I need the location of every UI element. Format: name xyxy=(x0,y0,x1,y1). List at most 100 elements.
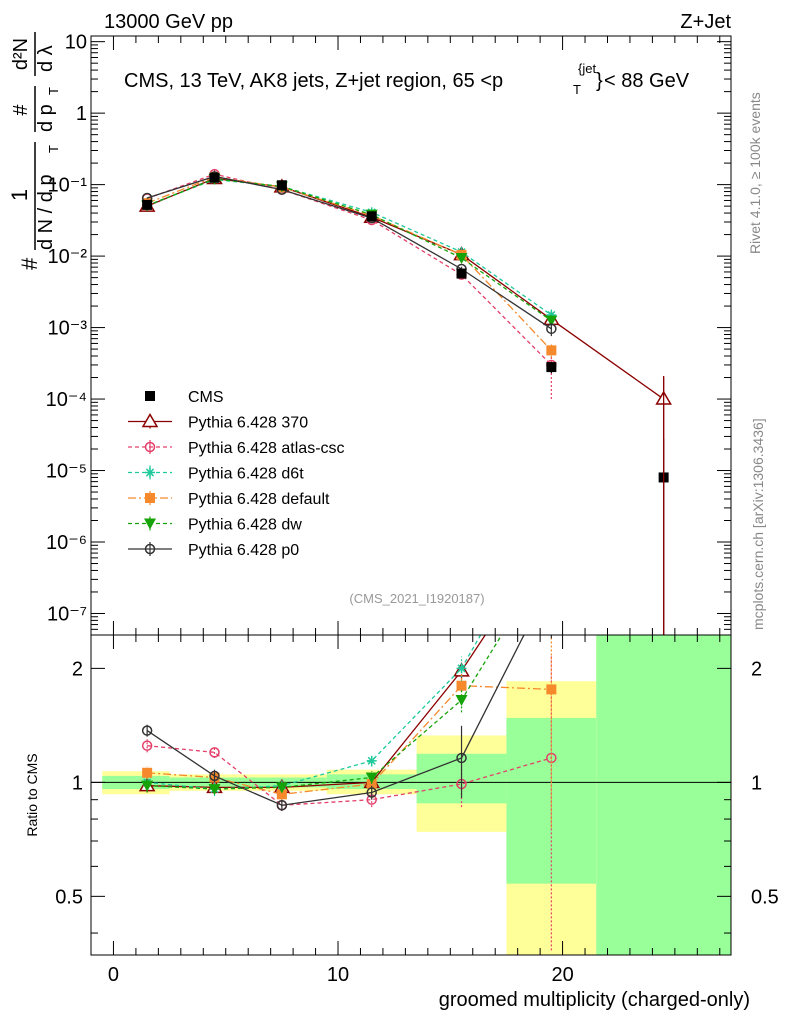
y-tick-label: 1 xyxy=(76,103,87,125)
ratio-series-4 xyxy=(141,635,503,796)
y-tick-label: 10⁻⁴ xyxy=(46,389,87,411)
title-tail: < 88 GeV xyxy=(604,70,690,92)
series-pythia-6-428-p0 xyxy=(141,171,557,337)
y-tick-label: 10⁻³ xyxy=(48,318,88,340)
legend-marker xyxy=(144,441,156,453)
analysis-label: (CMS_2021_I1920187) xyxy=(349,591,484,606)
cms-point xyxy=(209,172,220,183)
title-main: CMS, 13 TeV, AK8 jets, Z+jet region, 65 … xyxy=(124,70,503,92)
ylabel-frac3-den: d λ xyxy=(35,45,57,72)
ratio-point xyxy=(208,784,221,796)
series-point xyxy=(546,345,557,356)
cms-point xyxy=(276,180,287,191)
chart-title: CMS, 13 TeV, AK8 jets, Z+jet region, 65 … xyxy=(124,61,690,97)
series-line xyxy=(146,176,552,351)
ratio-line xyxy=(147,745,552,806)
ratio-point xyxy=(366,787,377,798)
cms-point xyxy=(366,211,377,222)
legend-marker xyxy=(141,413,159,428)
series-pythia-6-428-default xyxy=(142,171,557,358)
legend-label: Pythia 6.428 atlas-csc xyxy=(188,440,345,457)
cms-point xyxy=(142,199,153,210)
ratio-tick-label-left: 1 xyxy=(72,772,83,794)
y-tick-label: 10⁻² xyxy=(48,246,88,268)
ratio-uncertainty-bands xyxy=(102,635,731,955)
ratio-point xyxy=(141,780,154,792)
ratio-tick-label-right: 0.5 xyxy=(751,886,779,908)
y-tick-label: 10⁻⁷ xyxy=(47,603,87,625)
ratio-line xyxy=(146,635,525,806)
ylabel-frac1-den: d N / d p xyxy=(35,174,57,250)
ratio-tick-label-right: 2 xyxy=(751,658,762,680)
x-tick-label: 0 xyxy=(108,964,119,986)
ratio-point xyxy=(209,747,220,758)
series-line xyxy=(146,173,552,366)
ratio-point xyxy=(276,800,288,811)
series-pythia-6-428-atlas-csc xyxy=(141,168,557,400)
legend-marker xyxy=(145,391,155,401)
ylabel-frac1-den-sub: T xyxy=(46,145,61,153)
series-point xyxy=(546,323,557,335)
legend-label: Pythia 6.428 370 xyxy=(188,415,308,432)
y-axis-label: # 1 d N / d p T # d p T d²N d λ xyxy=(7,32,61,270)
series-point xyxy=(455,253,468,265)
legend-marker xyxy=(144,543,156,555)
ratio-point xyxy=(276,789,287,800)
main-axes: 10 1 10⁻¹ 10⁻² 10⁻³ 10⁻⁴ 10⁻⁵ 10⁻⁶ 10⁻⁷ xyxy=(46,32,731,636)
legend: CMS Pythia 6.428 370 Pythia 6.428 atlas-cs… xyxy=(128,389,345,559)
ratio-tick-label-left: 0.5 xyxy=(55,886,83,908)
title-sup-close: } xyxy=(596,70,603,92)
ratio-band-stat-5 xyxy=(596,635,731,955)
series-line xyxy=(146,177,665,400)
ratio-axes: 0.5 0.51 12 20 10 20 xyxy=(55,635,779,986)
ratio-point xyxy=(456,752,467,764)
legend-item: Pythia 6.428 p0 xyxy=(128,542,299,559)
ylabel-frac2-den-sub: T xyxy=(46,87,61,95)
ratio-y-label: Ratio to CMS xyxy=(24,753,40,836)
y-tick-label: 10⁻⁵ xyxy=(46,461,87,483)
ylabel-frac2-den: d p xyxy=(35,104,57,132)
ratio-tick-label-left: 2 xyxy=(72,658,83,680)
x-tick-label: 20 xyxy=(551,964,573,986)
y-tick-label: 10⁻⁶ xyxy=(46,532,87,554)
ratio-series-5 xyxy=(141,635,552,812)
series-point xyxy=(545,315,558,327)
header-energy: 13000 GeV pp xyxy=(104,11,233,33)
ratio-line xyxy=(147,685,552,795)
title-sup: {jet xyxy=(578,61,596,76)
ratio-point xyxy=(456,680,467,691)
rivet-label: Rivet 4.1.0, ≥ 100k events xyxy=(747,92,763,254)
cms-point xyxy=(456,268,467,279)
series-line xyxy=(146,175,552,330)
y-tick-label: 10 xyxy=(65,32,87,54)
legend-label: CMS xyxy=(188,389,224,406)
x-axis-label: groomed multiplicity (charged-only) xyxy=(439,989,750,1011)
ratio-tick-label-right: 1 xyxy=(751,772,762,794)
ratio-point xyxy=(456,663,467,674)
title-sub: T xyxy=(573,82,581,97)
ratio-series xyxy=(138,635,557,951)
ratio-point xyxy=(365,772,378,784)
series-pythia-6-428-dw xyxy=(141,173,558,330)
ylabel-frac3-num: d²N xyxy=(10,38,32,70)
main-series xyxy=(138,168,672,635)
ratio-line xyxy=(147,635,487,789)
ylabel-hash: # xyxy=(17,257,42,270)
series-pythia-6-428-d6t xyxy=(142,174,557,322)
series-line xyxy=(146,178,552,322)
x-tick-label: 10 xyxy=(327,964,349,986)
ratio-point xyxy=(209,770,220,782)
ratio-point xyxy=(546,684,557,695)
ratio-point xyxy=(275,782,288,794)
ratio-point xyxy=(141,740,153,751)
ratio-point xyxy=(366,755,377,766)
cms-point xyxy=(546,362,557,373)
legend-item: Pythia 6.428 dw xyxy=(128,516,302,534)
series-line xyxy=(146,178,552,316)
legend-item: Pythia 6.428 370 xyxy=(128,413,308,432)
ratio-frame xyxy=(90,634,732,956)
mcplots-label: mcplots.cern.ch [arXiv:1306.3436] xyxy=(750,418,766,630)
legend-label: Pythia 6.428 default xyxy=(188,491,330,508)
ratio-point xyxy=(455,695,468,707)
ylabel-frac2-num: # xyxy=(10,104,32,116)
